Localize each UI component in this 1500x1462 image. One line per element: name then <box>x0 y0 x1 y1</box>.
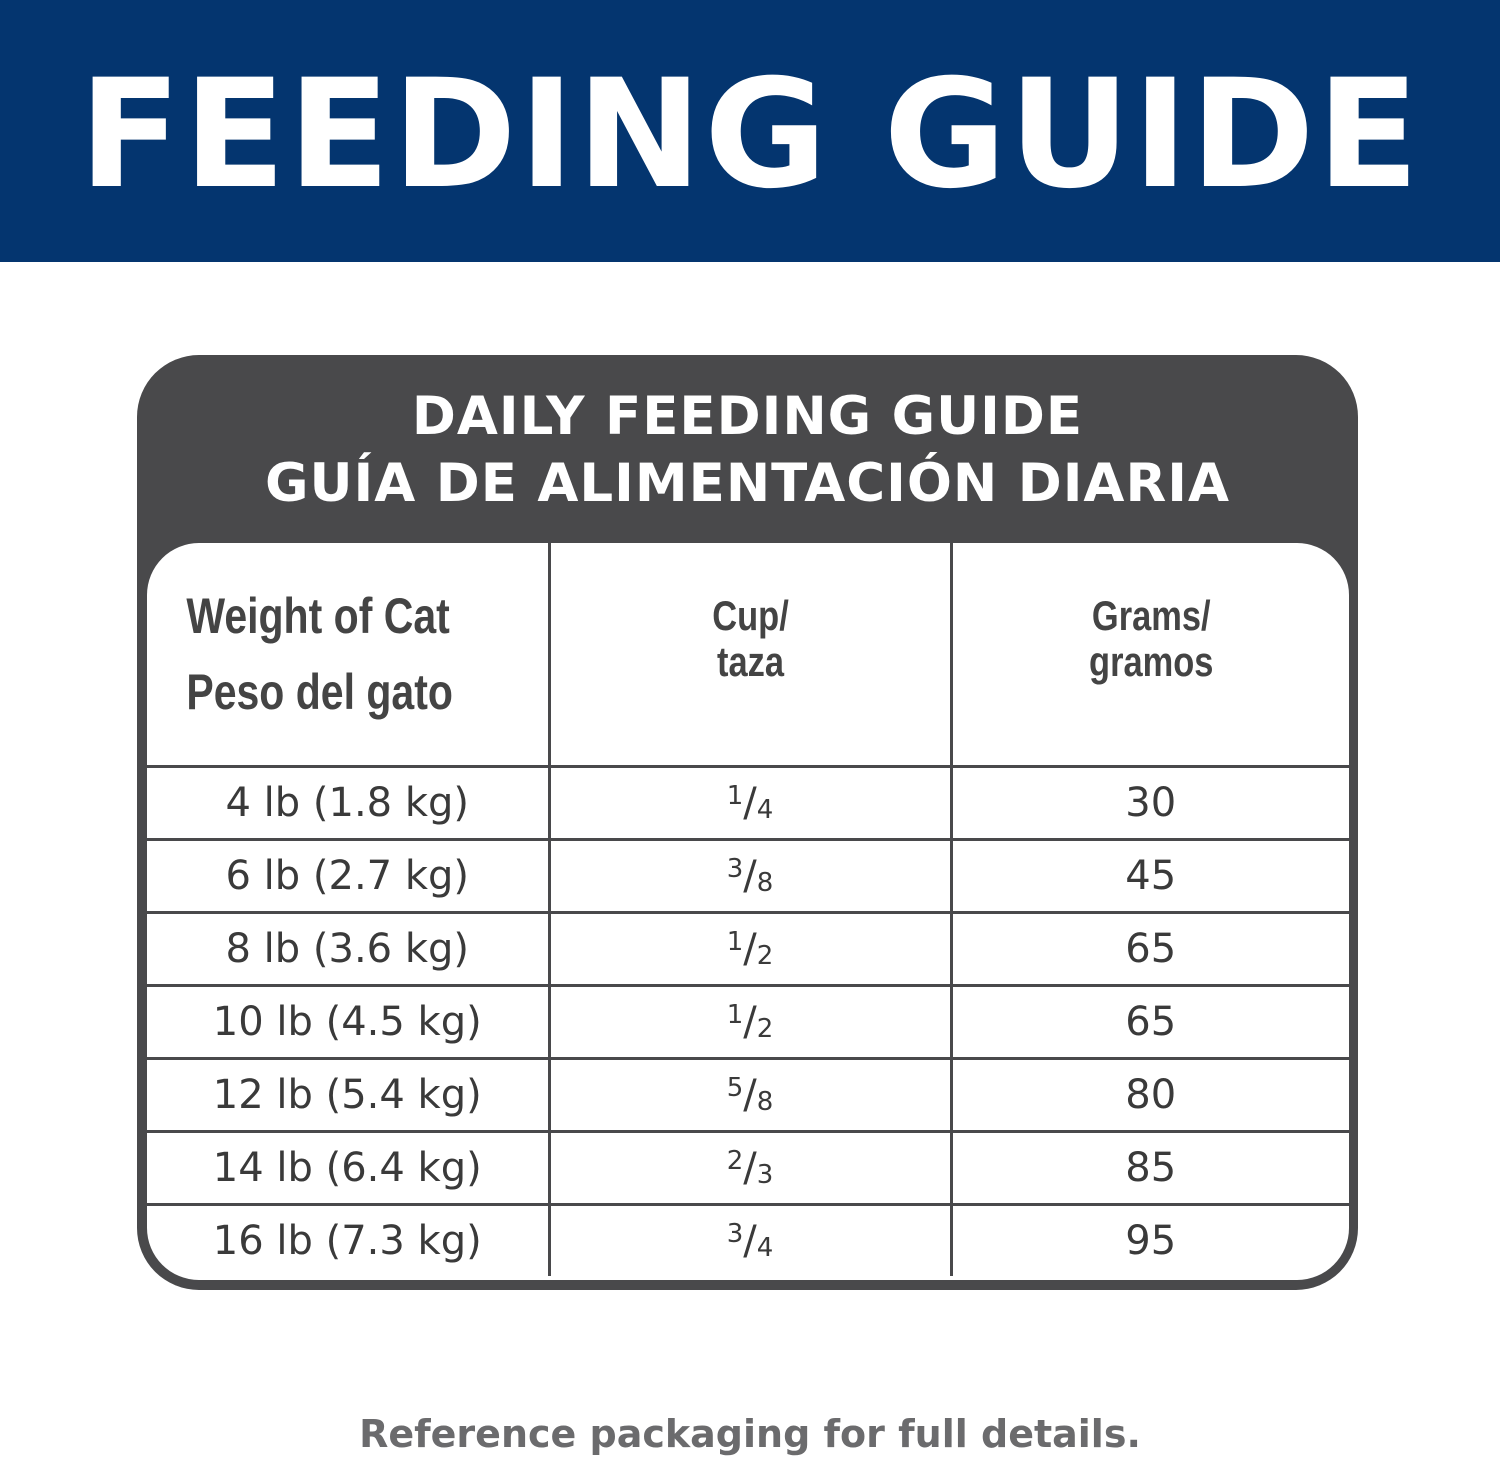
header-line: taza <box>716 638 784 685</box>
table-row: 8 lb (3.6 kg) 1/2 65 <box>147 911 1349 987</box>
grams-cell: 65 <box>949 984 1349 1060</box>
cup-cell: 3/8 <box>547 838 953 914</box>
numerator: 1 <box>726 781 744 811</box>
grams-cell: 30 <box>949 765 1349 841</box>
grams-cell: 45 <box>949 838 1349 914</box>
weight-cell: 8 lb (3.6 kg) <box>147 911 551 987</box>
cup-fraction: 5/8 <box>726 1072 774 1118</box>
cup-fraction: 3/8 <box>726 853 774 899</box>
column-header-grams: Grams/gramos <box>949 543 1349 768</box>
numerator: 3 <box>726 1219 744 1249</box>
cup-cell: 2/3 <box>547 1130 953 1206</box>
weight-cell: 6 lb (2.7 kg) <box>147 838 551 914</box>
grams-cell: 95 <box>949 1203 1349 1276</box>
page-title: FEEDING GUIDE <box>78 48 1422 222</box>
cup-fraction: 3/4 <box>726 1218 774 1264</box>
header-line: Cup/ <box>711 592 789 639</box>
table-row: 6 lb (2.7 kg) 3/8 45 <box>147 838 1349 914</box>
numerator: 2 <box>726 1146 744 1176</box>
header-line: Weight of Cat <box>186 588 450 644</box>
table-row: 16 lb (7.3 kg) 3/4 95 <box>147 1203 1349 1276</box>
table-row: 12 lb (5.4 kg) 5/8 80 <box>147 1057 1349 1133</box>
card-title-en: DAILY FEEDING GUIDE <box>411 386 1084 447</box>
weight-cell: 12 lb (5.4 kg) <box>147 1057 551 1133</box>
cup-fraction: 1/2 <box>726 999 774 1045</box>
footer-note: Reference packaging for full details. <box>359 1412 1141 1456</box>
column-header-cup: Cup/taza <box>547 543 953 768</box>
denominator: 8 <box>756 1087 774 1117</box>
card-title: DAILY FEEDING GUIDE GUÍA DE ALIMENTACIÓN… <box>137 383 1358 517</box>
grams-cell: 65 <box>949 911 1349 987</box>
grams-cell: 85 <box>949 1130 1349 1206</box>
numerator: 5 <box>726 1073 744 1103</box>
cup-cell: 1/2 <box>547 911 953 987</box>
denominator: 2 <box>756 1014 774 1044</box>
denominator: 4 <box>756 795 774 825</box>
denominator: 8 <box>756 868 774 898</box>
feeding-table-container: Weight of Cat Peso del gato Cup/taza Gram… <box>147 543 1349 1280</box>
denominator: 4 <box>756 1233 774 1263</box>
table-row: 14 lb (6.4 kg) 2/3 85 <box>147 1130 1349 1206</box>
cup-cell: 1/2 <box>547 984 953 1060</box>
table-header-row: Weight of Cat Peso del gato Cup/taza Gram… <box>147 543 1349 768</box>
numerator: 1 <box>726 1000 744 1030</box>
feeding-table: Weight of Cat Peso del gato Cup/taza Gram… <box>147 543 1349 1276</box>
table-row: 10 lb (4.5 kg) 1/2 65 <box>147 984 1349 1060</box>
cup-fraction: 1/2 <box>726 926 774 972</box>
feeding-guide-card: DAILY FEEDING GUIDE GUÍA DE ALIMENTACIÓN… <box>137 355 1358 1290</box>
weight-cell: 16 lb (7.3 kg) <box>147 1203 551 1276</box>
numerator: 1 <box>726 927 744 957</box>
cup-cell: 3/4 <box>547 1203 953 1276</box>
table-row: 4 lb (1.8 kg) 1/4 30 <box>147 765 1349 841</box>
cup-fraction: 2/3 <box>726 1145 774 1191</box>
card-title-es: GUÍA DE ALIMENTACIÓN DIARIA <box>264 453 1230 514</box>
denominator: 3 <box>756 1160 774 1190</box>
header-line: Grams/ <box>1091 592 1211 639</box>
cup-fraction: 1/4 <box>726 780 774 826</box>
denominator: 2 <box>756 941 774 971</box>
weight-cell: 4 lb (1.8 kg) <box>147 765 551 841</box>
weight-cell: 10 lb (4.5 kg) <box>147 984 551 1060</box>
header-banner: FEEDING GUIDE <box>0 0 1500 262</box>
cup-cell: 5/8 <box>547 1057 953 1133</box>
cup-cell: 1/4 <box>547 765 953 841</box>
grams-cell: 80 <box>949 1057 1349 1133</box>
header-line: Peso del gato <box>186 664 453 720</box>
numerator: 3 <box>726 854 744 884</box>
header-line: gramos <box>1088 638 1213 685</box>
weight-cell: 14 lb (6.4 kg) <box>147 1130 551 1206</box>
column-header-weight: Weight of Cat Peso del gato <box>147 543 551 768</box>
